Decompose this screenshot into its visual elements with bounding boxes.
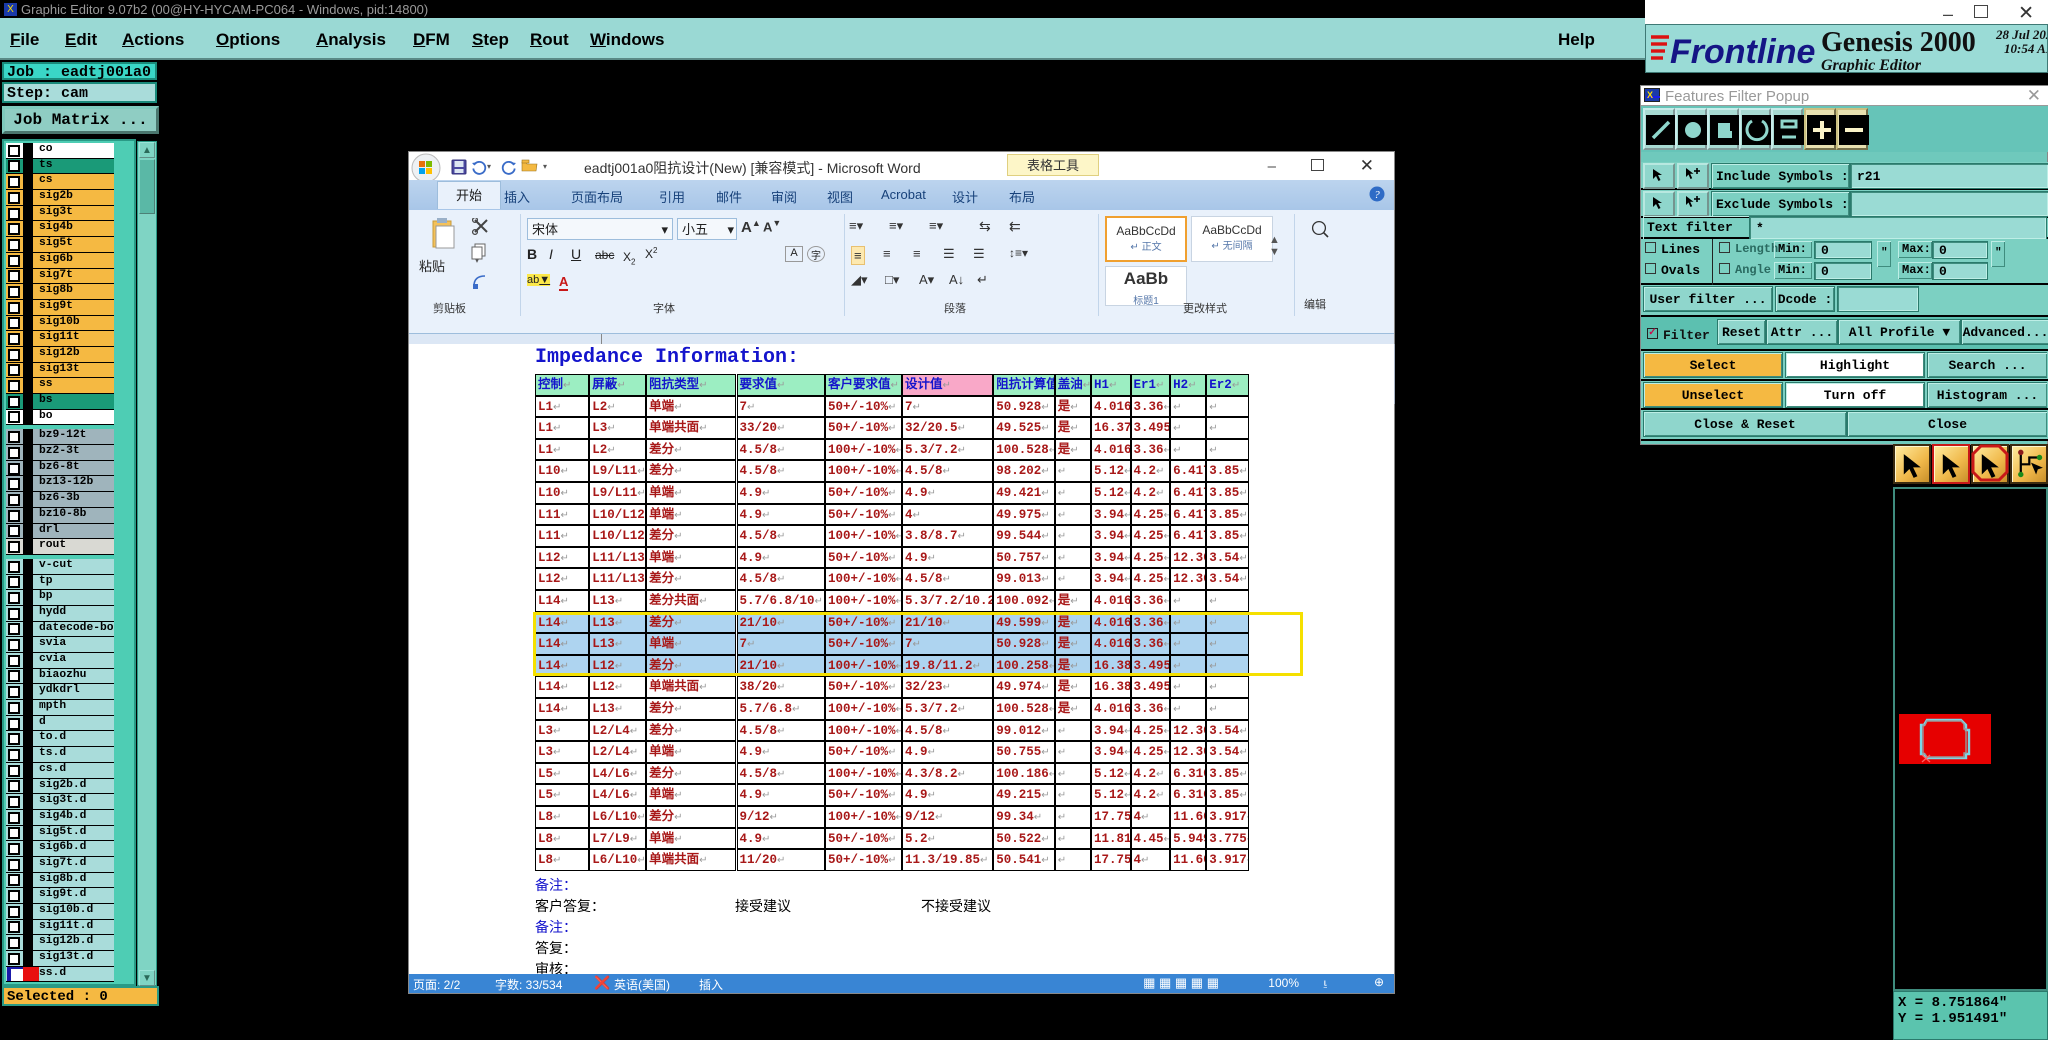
svg-text:?: ?: [1374, 189, 1380, 201]
svg-text:Frontline: Frontline: [1670, 33, 1815, 71]
